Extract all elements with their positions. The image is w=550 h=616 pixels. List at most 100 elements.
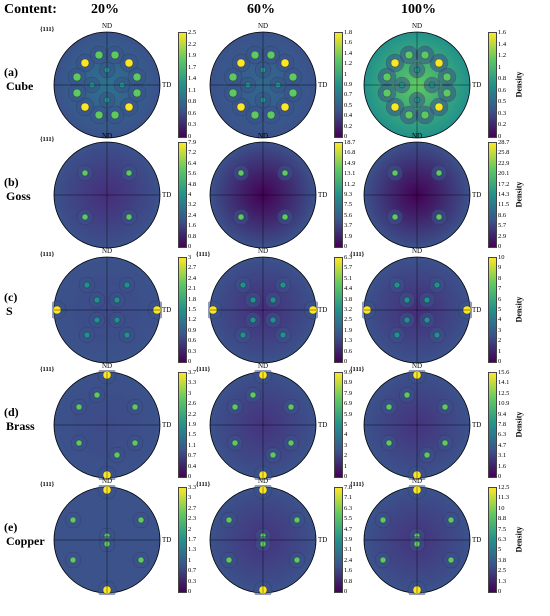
pole-figure-3-1 — [52, 256, 162, 364]
nd-label: ND — [258, 362, 269, 370]
pole-label: {111} — [350, 481, 365, 488]
colorbar-tick-label: 6 — [498, 295, 502, 303]
colorbar-tick-label: 0.2 — [498, 121, 507, 129]
intensity-peak — [393, 331, 401, 339]
intensity-peak — [124, 58, 134, 68]
column-header-2: 60% — [247, 2, 275, 17]
pole-figure-4-2 — [209, 370, 317, 480]
intensity-peak — [293, 516, 301, 524]
pole-figure-3-2 — [208, 256, 318, 364]
colorbar-tick-label: 7.1 — [344, 494, 353, 502]
colorbar-tick-label: 1 — [188, 556, 192, 564]
pole-figure-5-3 — [363, 485, 471, 595]
colorbar-tick-label: 1.3 — [498, 577, 507, 585]
row-texture-name: Copper — [6, 534, 45, 548]
colorbar-tick-label: 3.2 — [188, 201, 197, 209]
colorbar-tick-label: 1.7 — [188, 536, 197, 543]
colorbar-tick-label: 0 — [188, 243, 192, 250]
intensity-peak — [131, 439, 139, 447]
colorbar-tick-label: 2.5 — [188, 29, 197, 36]
intensity-peak — [137, 556, 145, 564]
intensity-peak — [237, 169, 245, 177]
intensity-peak — [420, 50, 430, 60]
colorbar-tick-label: 3.9 — [344, 536, 353, 543]
td-label: TD — [162, 421, 172, 429]
intensity-peak — [69, 556, 77, 564]
colorbar-tick-label: 5.9 — [344, 410, 353, 418]
colorbar-tick-label: 3.3 — [188, 379, 197, 387]
colorbar-tick-label: 0 — [188, 473, 192, 480]
intensity-peak — [113, 296, 121, 304]
intensity-peak — [75, 439, 83, 447]
intensity-peak — [390, 58, 400, 68]
nd-label: ND — [102, 247, 113, 255]
intensity-peak — [236, 102, 246, 112]
intensity-peak — [94, 50, 104, 60]
colorbar-tick-label: 10 — [498, 504, 505, 512]
intensity-peak — [269, 296, 277, 304]
colorbar-tick-label: 3.7 — [344, 222, 353, 230]
intensity-peak — [249, 296, 257, 304]
row-label-4: (d) Brass — [4, 405, 35, 433]
intensity-peak — [123, 331, 131, 339]
colorbar-tick-label: 0.9 — [188, 326, 197, 334]
colorbar-tick-label: 16.8 — [344, 149, 356, 157]
row-label-1: (a) Cube — [4, 65, 33, 93]
intensity-peak — [231, 439, 239, 447]
intensity-peak — [93, 316, 101, 324]
colorbar-tick-label: 3.2 — [344, 306, 353, 313]
colorbar-tick-label: 0 — [344, 243, 348, 250]
nd-label: ND — [412, 132, 423, 140]
colorbar — [178, 32, 187, 138]
colorbar — [178, 487, 187, 593]
colorbar-tick-label: 2 — [344, 452, 348, 460]
colorbar-tick-label: 11.2 — [344, 180, 356, 188]
colorbar-tick-label: 25.8 — [498, 149, 510, 157]
colorbar-tick-label: 4.4 — [344, 285, 353, 293]
colorbar-tick-label: 0.4 — [344, 112, 353, 120]
td-label: TD — [472, 536, 482, 544]
colorbar-tick-label: 0.8 — [344, 577, 353, 585]
intensity-peak — [72, 88, 82, 98]
colorbar-tick-label: 2 — [498, 337, 502, 345]
colorbar-tick-label: 1 — [498, 347, 502, 355]
td-label: TD — [162, 536, 172, 544]
colorbar-tick-label: 3 — [344, 441, 348, 449]
colorbar-tick-label: 2 — [188, 525, 192, 533]
colorbar-tick-label: 0 — [498, 243, 502, 250]
row-texture-name: Cube — [6, 79, 34, 93]
intensity-peak — [80, 102, 90, 112]
colorbar-tick-label: 0 — [498, 358, 502, 365]
intensity-peak — [249, 391, 257, 399]
colorbar-tick-label: 1.3 — [344, 337, 353, 345]
colorbar-tick-label: 2.4 — [188, 211, 197, 219]
pole-figure-4-3 — [363, 370, 471, 480]
intensity-peak — [75, 403, 83, 411]
intensity-peak — [80, 58, 90, 68]
pole-figure-3-3 — [362, 256, 472, 364]
colorbar-tick-label: 5.5 — [344, 515, 353, 523]
colorbar — [178, 372, 187, 478]
intensity-peak — [447, 516, 455, 524]
colorbar-tick-label: 5.6 — [344, 211, 353, 219]
colorbar-tick-label: 9.4 — [498, 410, 507, 418]
intensity-peak — [228, 88, 238, 98]
colorbar — [488, 142, 497, 248]
intensity-peak — [280, 102, 290, 112]
colorbar-tick-label: 2.7 — [188, 504, 197, 512]
colorbar-tick-label: 1.9 — [188, 52, 197, 60]
colorbar-tick-label: 13.1 — [344, 170, 356, 178]
td-label: TD — [318, 536, 328, 544]
pole-label: {111} — [40, 366, 55, 373]
colorbar — [334, 372, 343, 478]
intensity-peak — [93, 296, 101, 304]
row-label-3: (c) S — [4, 290, 17, 318]
intensity-peak — [137, 516, 145, 524]
nd-label: ND — [102, 362, 113, 370]
colorbar-tick-label: 12.5 — [498, 484, 510, 491]
colorbar-tick-label: 7.5 — [498, 525, 507, 533]
colorbar-tick-label: 8.6 — [498, 211, 507, 219]
row-texture-name: Brass — [6, 419, 35, 433]
intensity-peak — [279, 331, 287, 339]
intensity-peak — [266, 110, 276, 120]
